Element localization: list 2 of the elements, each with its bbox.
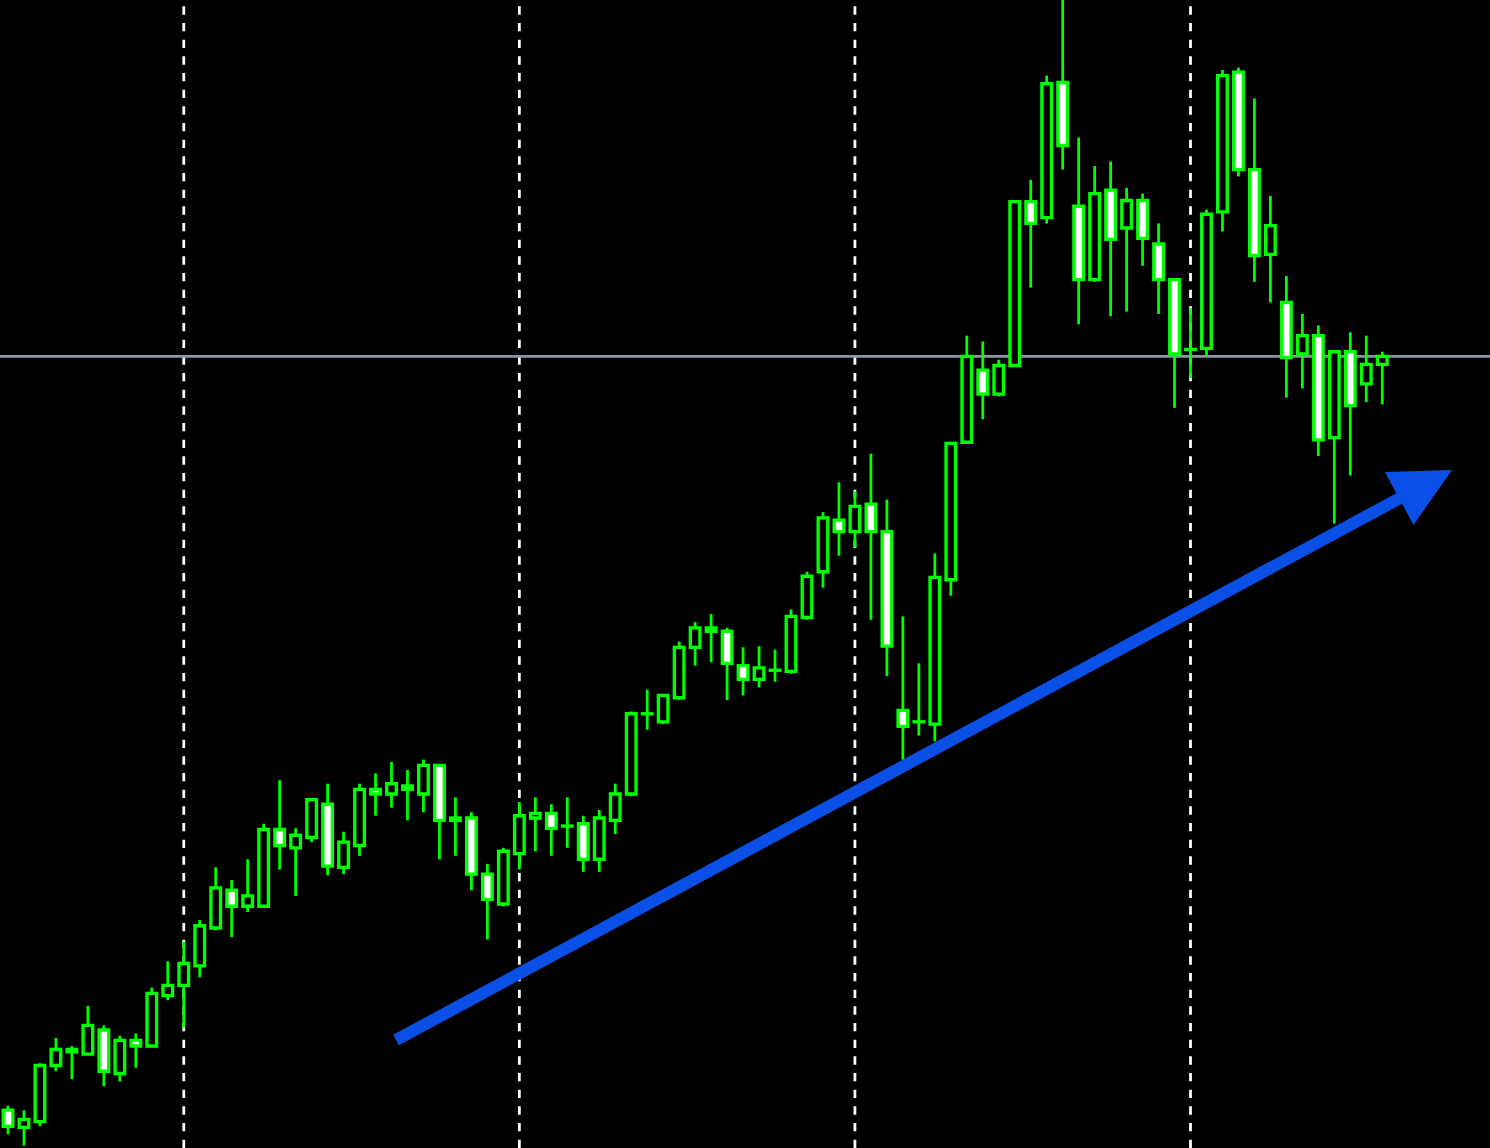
candlestick bbox=[800, 570, 814, 622]
candlestick bbox=[1, 1104, 15, 1136]
